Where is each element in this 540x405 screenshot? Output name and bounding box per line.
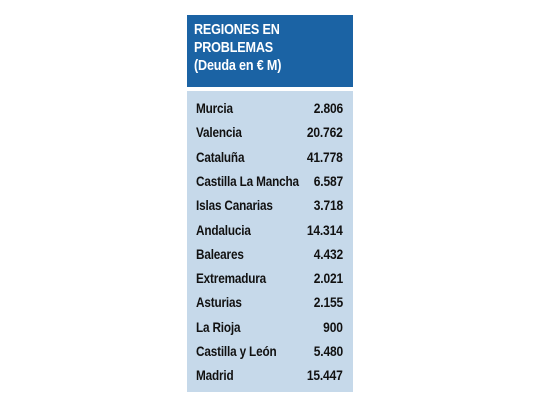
region-name: Extremadura [196, 270, 267, 287]
region-name: Islas Canarias [196, 197, 273, 214]
header-separator [187, 87, 353, 91]
region-name: La Rioja [196, 318, 241, 335]
table-row: Castilla y León 5.480 [187, 339, 353, 363]
table-row: Andalucia 14.314 [187, 218, 353, 242]
region-name: Baleares [196, 245, 244, 262]
debt-value: 3.718 [313, 197, 343, 214]
region-name: Cataluña [196, 148, 245, 165]
debt-value: 4.432 [313, 245, 343, 262]
table-body: Murcia 2.806 Valencia 20.762 Cataluña 41.778 C… [187, 91, 353, 392]
title-unit-line: (Deuda en € M) [194, 57, 282, 74]
debt-value: 20.762 [307, 124, 343, 141]
debt-value: 41.778 [307, 148, 343, 165]
debt-value: 900 [323, 318, 343, 335]
table-header: REGIONES EN PROBLEMAS (Deuda en € M) [187, 15, 353, 87]
table-row: Baleares 4.432 [187, 242, 353, 266]
debt-value: 2.021 [313, 270, 343, 287]
table-row: Castilla La Mancha 6.587 [187, 169, 353, 193]
table-row: La Rioja 900 [187, 315, 353, 339]
region-name: Castilla y León [196, 343, 277, 359]
debt-value: 2.155 [313, 294, 343, 311]
title-line-2: PROBLEMAS [194, 39, 273, 56]
title-line-1: REGIONES EN [194, 21, 280, 38]
region-name: Murcia [196, 100, 233, 116]
region-name: Castilla La Mancha [196, 172, 299, 189]
table-row: Islas Canarias 3.718 [187, 193, 353, 217]
debt-value: 15.447 [307, 367, 343, 384]
table-row: Murcia 2.806 [187, 96, 353, 120]
debt-value: 14.314 [307, 221, 343, 238]
region-name: Madrid [196, 367, 234, 384]
region-name: Andalucia [196, 221, 251, 238]
region-name: Asturias [196, 294, 242, 311]
table-row: Extremadura 2.021 [187, 266, 353, 290]
table-row: Asturias 2.155 [187, 290, 353, 314]
table-row: Valencia 20.762 [187, 120, 353, 144]
debt-value: 2.806 [313, 100, 343, 116]
debt-value: 6.587 [313, 172, 343, 189]
table-row: Cataluña 41.778 [187, 145, 353, 169]
region-name: Valencia [196, 124, 242, 141]
table-row: Madrid 15.447 [187, 363, 353, 387]
debt-table: REGIONES EN PROBLEMAS (Deuda en € M) Mur… [187, 15, 353, 392]
debt-value: 5.480 [313, 343, 343, 359]
